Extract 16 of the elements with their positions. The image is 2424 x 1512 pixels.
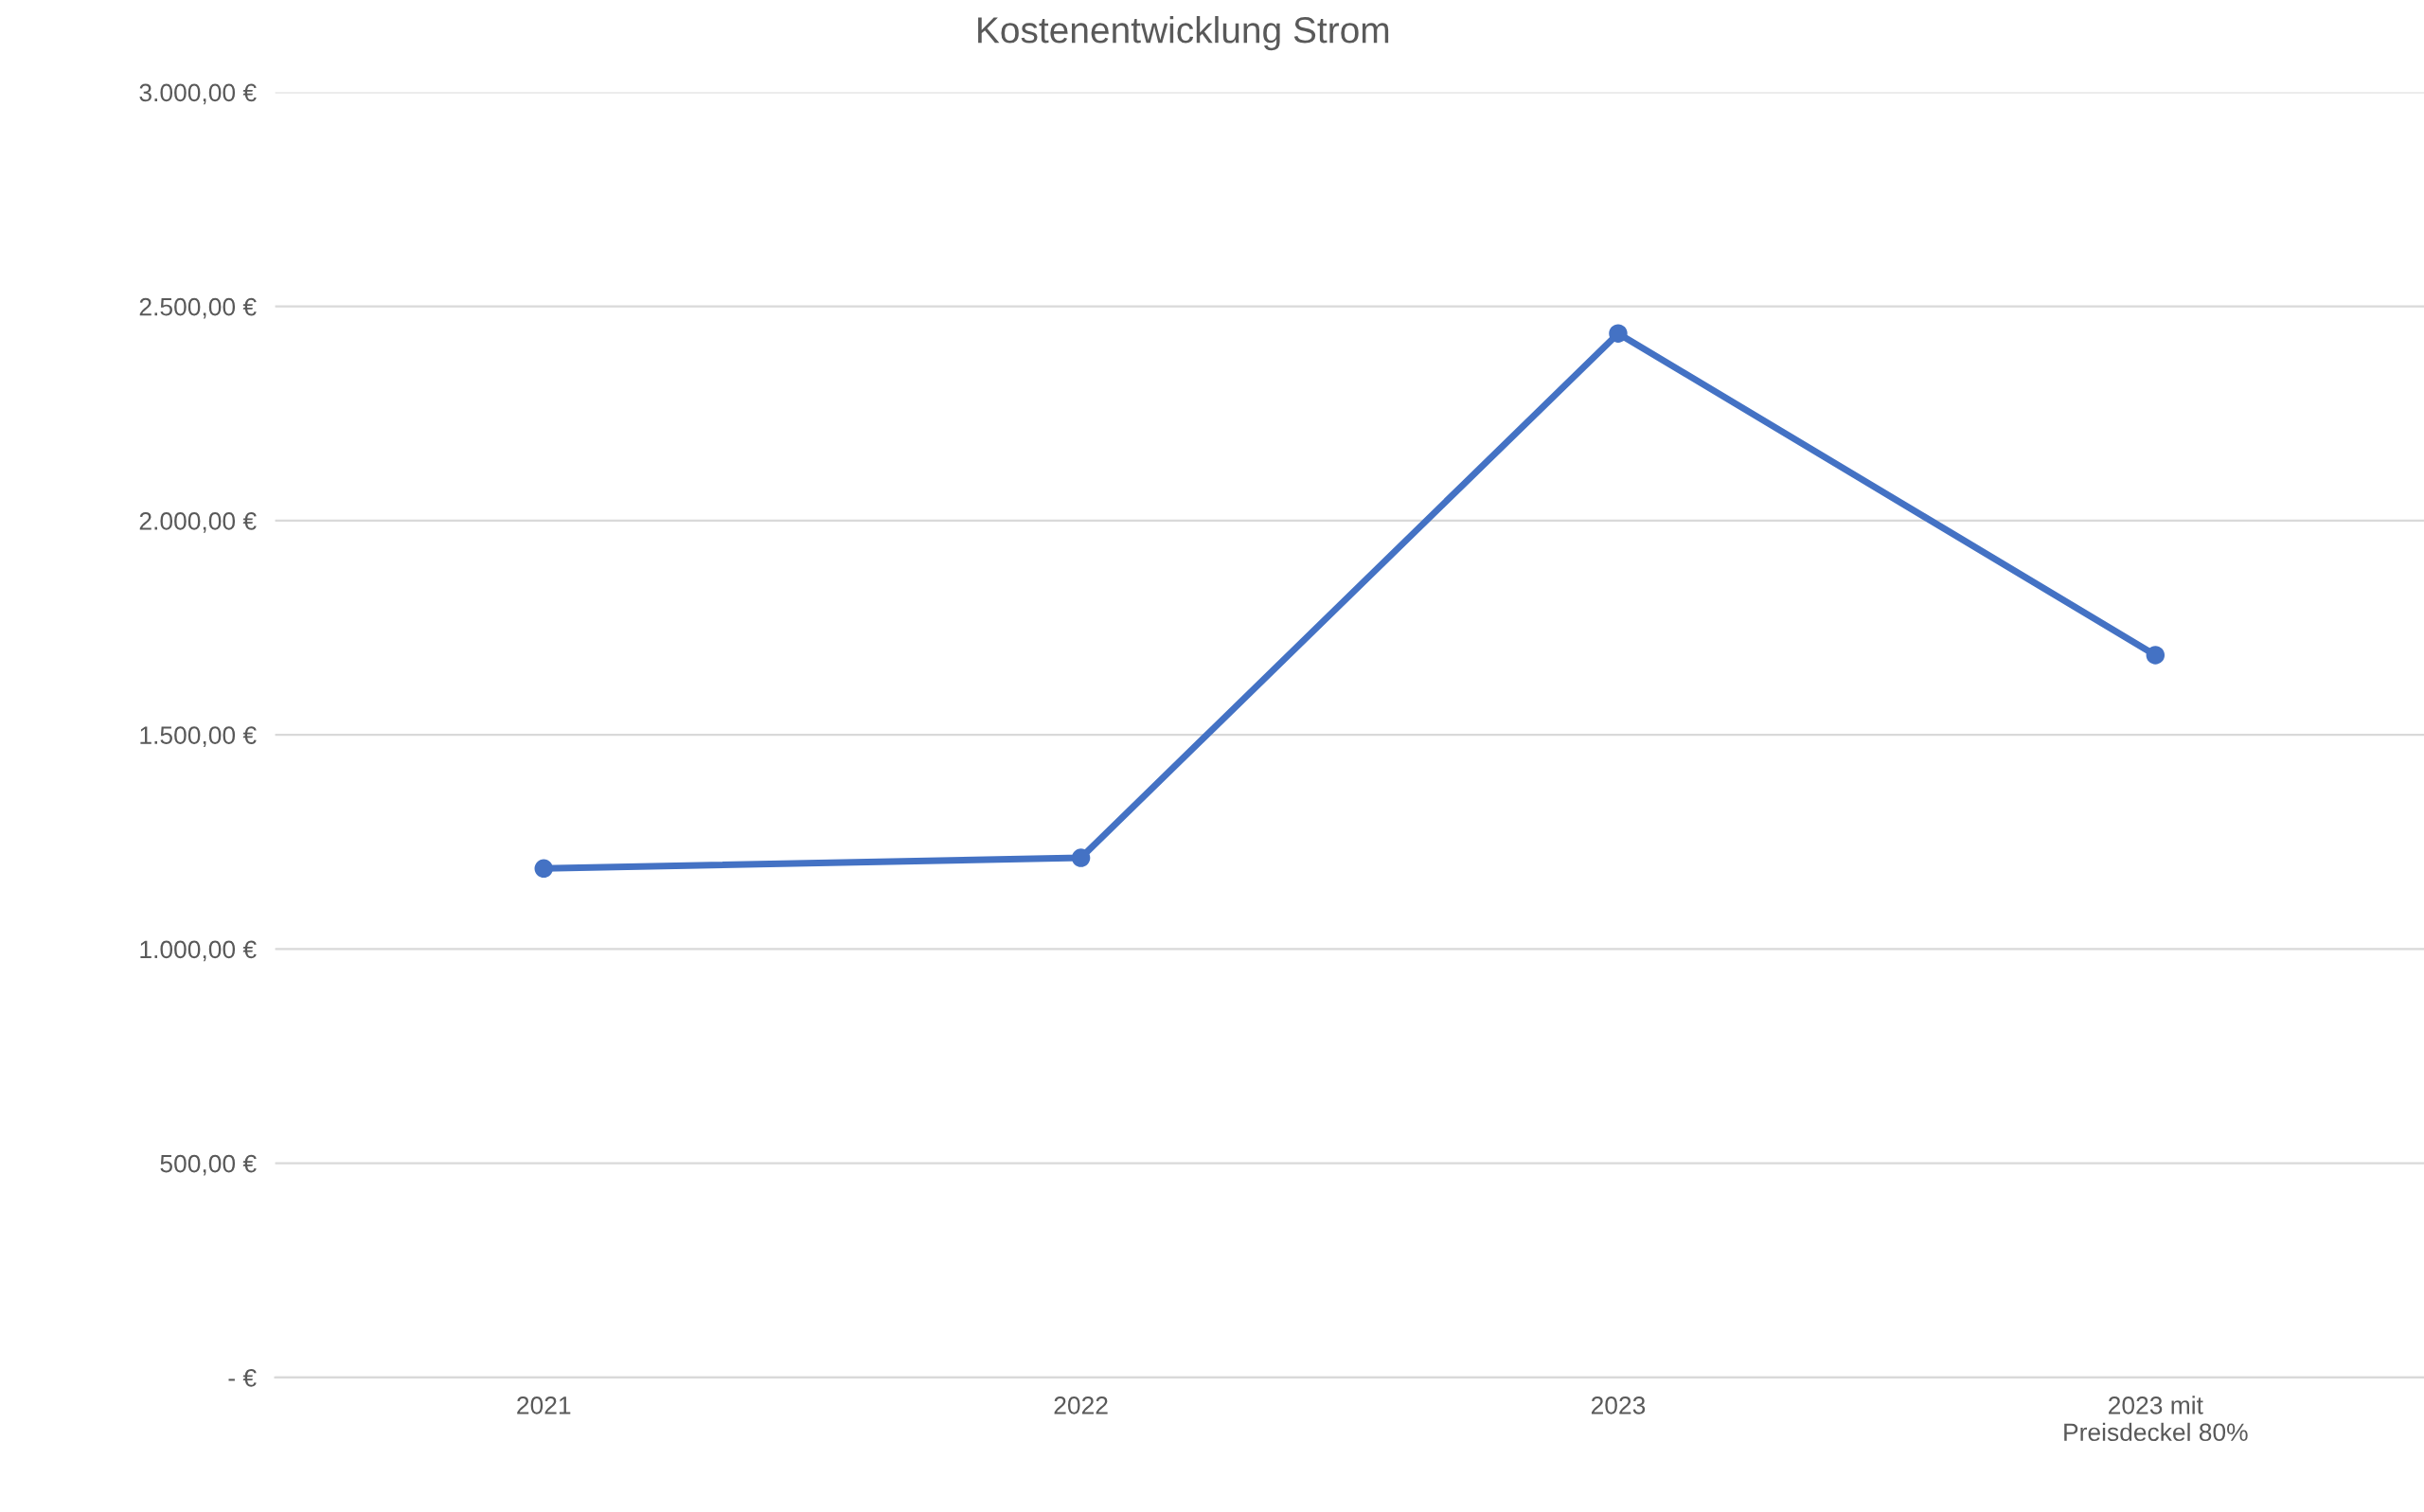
- point: [534, 859, 553, 879]
- y-tick-label: 1.500,00 €: [140, 726, 257, 748]
- y-tick-label: 2.000,00 €: [139, 512, 257, 533]
- y-tick-label: 500,00 €: [160, 1154, 257, 1176]
- point: [1609, 324, 1628, 343]
- y-tick-label: - €: [228, 1369, 257, 1387]
- y-tick-label: 3.000,00 €: [139, 83, 257, 105]
- y-tick-label: 1.000,00 €: [140, 940, 257, 962]
- point: [1071, 848, 1091, 867]
- x-tick-label: 2022: [1054, 1396, 1108, 1414]
- x-tick-label: 2023: [1591, 1396, 1646, 1414]
- point: [2146, 646, 2166, 665]
- x-tick-label: 2023 mit Preisdeckel 80%: [2064, 1396, 2248, 1442]
- chart-title: Kostenentwicklung Strom: [978, 16, 1389, 51]
- x-tick-label: 2021: [517, 1396, 571, 1414]
- y-tick-label: 2.500,00 €: [139, 297, 257, 319]
